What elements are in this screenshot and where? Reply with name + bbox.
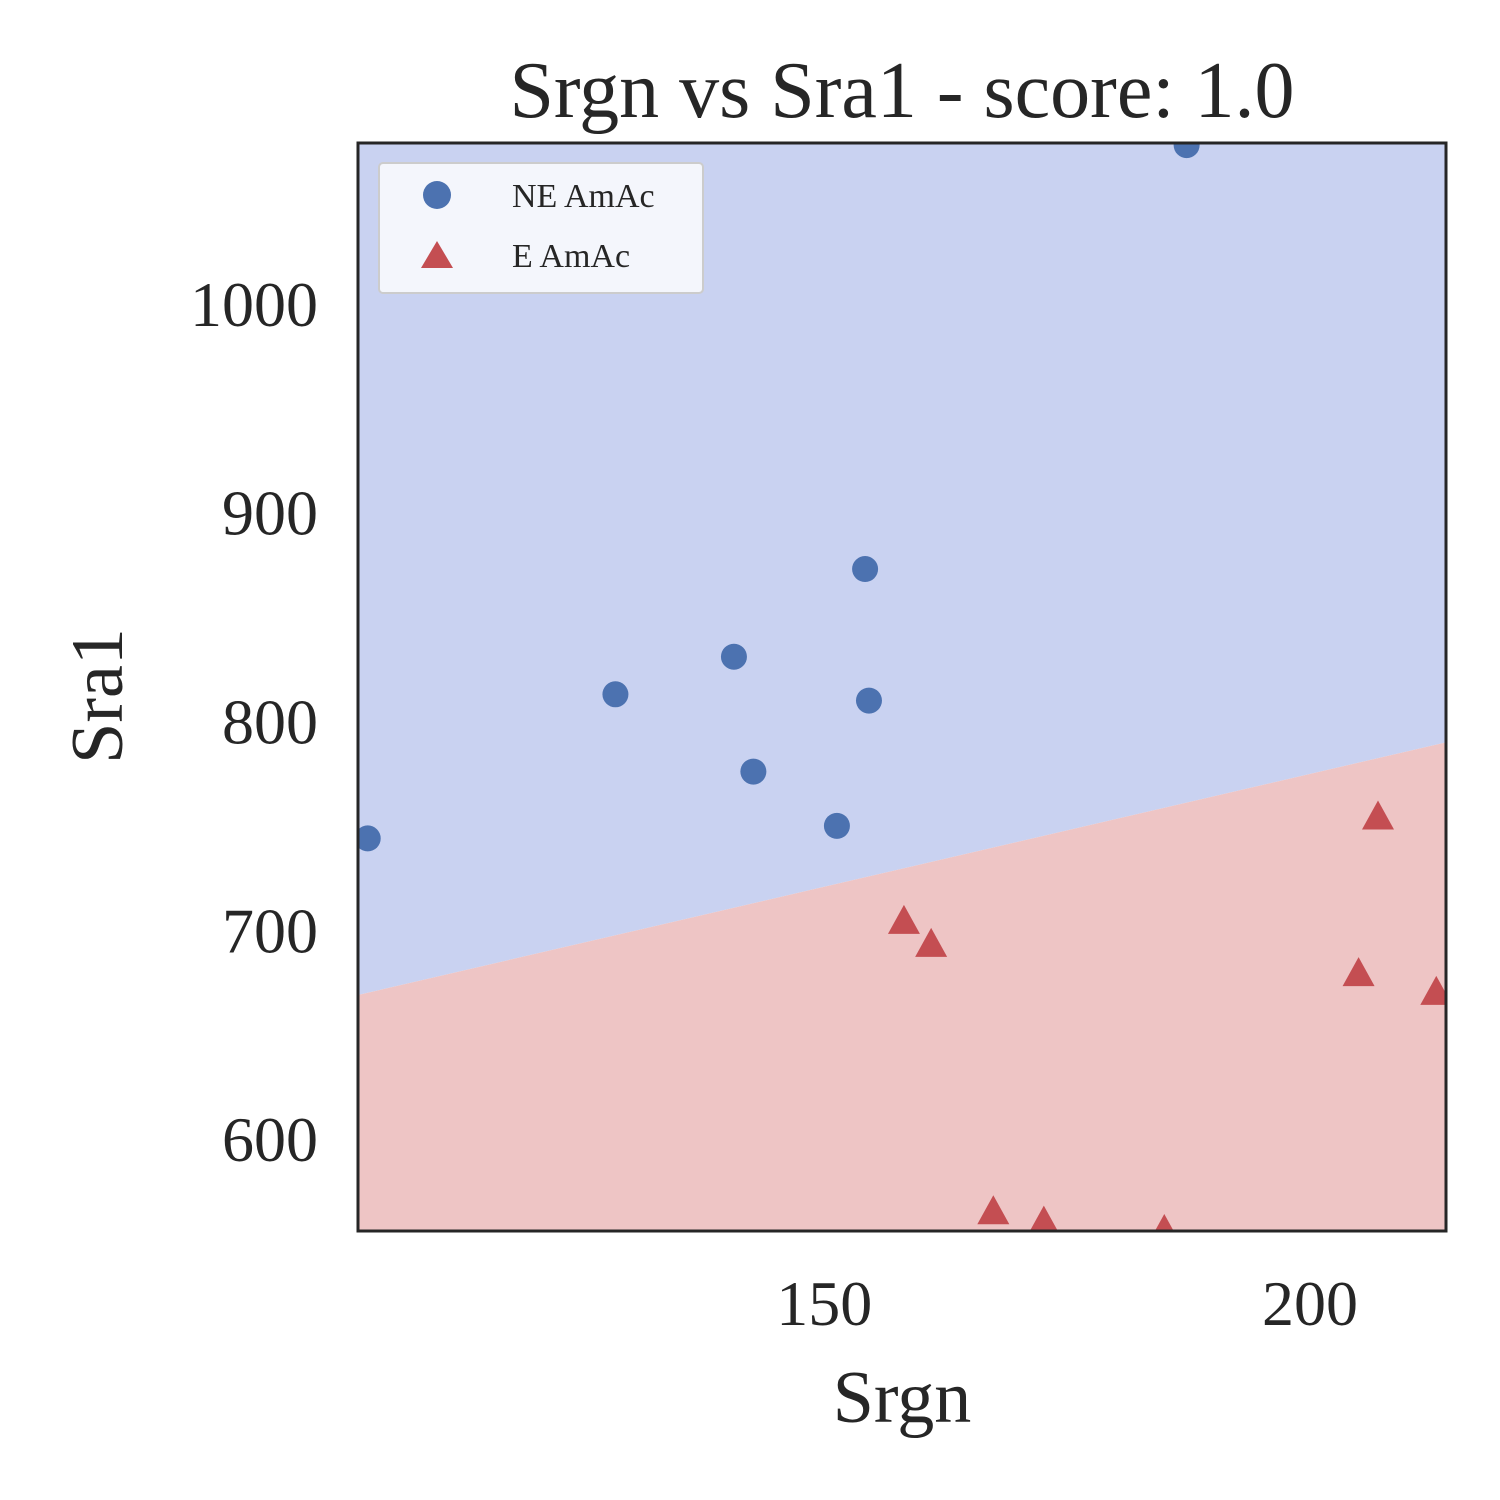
y-axis-label: Sra1	[57, 628, 139, 764]
x-tick-label: 150	[776, 1268, 872, 1339]
point-ne-amac	[740, 758, 767, 785]
legend: NE AmAc E AmAc	[378, 162, 704, 294]
x-tick-label: 200	[1262, 1268, 1358, 1339]
point-ne-amac	[1173, 143, 1200, 159]
decision-regions	[358, 143, 1446, 1231]
y-tick-label: 800	[222, 686, 318, 757]
legend-label-ne-amac: NE AmAc	[512, 178, 655, 215]
chart-title: Srgn vs Sra1 - score: 1.0	[509, 47, 1294, 135]
x-axis-ticks: 150 200	[776, 1268, 1358, 1339]
point-e-amac	[1420, 975, 1446, 1005]
point-e-amac	[887, 904, 920, 934]
point-ne-amac	[602, 681, 629, 708]
region-e-amac	[358, 742, 1446, 1231]
legend-marker-e-amac	[421, 241, 453, 268]
region-ne-amac	[358, 143, 1446, 996]
y-tick-label: 1000	[190, 269, 318, 340]
y-tick-label: 900	[222, 478, 318, 549]
point-ne-amac	[823, 812, 850, 839]
point-e-amac	[915, 927, 948, 957]
point-e-amac	[1342, 957, 1375, 987]
point-ne-amac	[852, 556, 879, 583]
legend-label-e-amac: E AmAc	[512, 238, 630, 275]
point-e-amac	[977, 1195, 1010, 1225]
point-e-amac	[1029, 1205, 1058, 1231]
data-points	[358, 143, 1446, 1231]
legend-marker-ne-amac	[423, 181, 451, 209]
point-ne-amac	[358, 825, 381, 852]
y-axis-ticks: 600 700 800 900 1000	[190, 269, 318, 1175]
legend-box	[378, 162, 704, 294]
y-tick-label: 600	[222, 1104, 318, 1175]
x-axis-label: Srgn	[833, 1357, 971, 1439]
point-ne-amac	[855, 687, 882, 714]
plot-frame	[356, 141, 1448, 1233]
point-e-amac	[1154, 1214, 1174, 1231]
point-ne-amac	[720, 643, 747, 670]
y-tick-label: 700	[222, 895, 318, 966]
point-e-amac	[1362, 800, 1394, 830]
